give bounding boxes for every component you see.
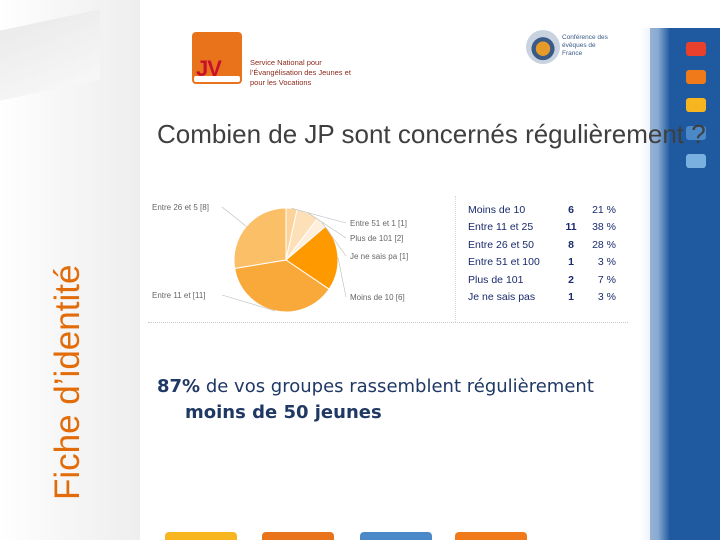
table-row: Entre 11 et 25 11 38 % [468,219,616,237]
chart-divider-vertical [455,196,456,322]
pie-slice-label: Entre 26 et 5 [8] [152,203,209,212]
table-row: Plus de 101 2 7 % [468,271,616,289]
count-cell: 6 [568,203,574,216]
pie-slice-label: Je ne sais pa [1] [350,252,408,261]
count-cell: 1 [568,291,574,304]
category-cell: Entre 26 et 50 [468,238,534,251]
count-cell: 11 [565,221,577,234]
right-decor-band [640,28,720,540]
slide-title: Combien de JP sont concernés régulièreme… [157,119,706,149]
percent-cell: 7 % [597,273,616,286]
category-cell: Plus de 101 [468,273,524,286]
percent-cell: 3 % [597,256,616,269]
jv-logo-caption: Service National pour l’Évangélisation d… [250,58,351,87]
category-cell: Moins de 10 [468,203,526,216]
percent-cell: 3 % [597,291,616,304]
pie-leader-line [291,208,347,224]
decor-tile [686,70,706,84]
pie-slice-label: Entre 51 et 1 [1] [350,219,407,228]
table-row: Je ne sais pas 1 3 % [468,289,616,307]
table-row: Entre 26 et 50 8 28 % [468,236,616,254]
pie-leader-line [221,294,275,312]
data-table: Moins de 10 6 21 % Entre 11 et 25 11 38 % Entr… [468,201,616,306]
pie-leader-line [221,206,247,227]
count-cell: 2 [568,273,574,286]
pie-slice-label: Entre 11 et [11] [152,291,206,300]
summary-text: de vos groupes rassemblent régulièrement [200,376,594,397]
pie-chart: Moins de 10 [6] Entre 11 et [11] Entre 26 … [152,203,408,313]
count-cell: 1 [568,256,574,269]
table-row: Moins de 10 6 21 % [468,201,616,219]
pie-leader-line [321,222,347,257]
summary-bullet: 87% de vos groupes rassemblent régulière… [157,374,594,426]
bottom-decor-bar [455,532,527,540]
decor-tile [686,154,706,168]
pie-slice [285,225,339,290]
chart-divider [148,322,628,323]
cef-logo [526,30,560,64]
side-title: Fiche d’identité [48,264,87,500]
summary-emphasis: moins de 50 jeunes [185,402,382,423]
jv-logo: JV [192,32,242,84]
pie-leader-line [337,257,347,298]
category-cell: Entre 11 et 25 [468,221,534,234]
left-decor-band [0,0,140,540]
table-row: Entre 51 et 100 1 3 % [468,254,616,272]
summary-percent: 87% [157,376,201,397]
bottom-decor-bar [165,532,237,540]
jv-logo-strip [194,76,240,82]
decor-tile [686,126,706,140]
pie-slice [233,207,287,269]
category-cell: Entre 51 et 100 [468,256,540,269]
percent-cell: 21 % [592,203,616,216]
decor-tile [686,42,706,56]
bottom-decor-bar [360,532,432,540]
pie-slice-label: Plus de 101 [2] [350,234,403,243]
percent-cell: 38 % [592,221,616,234]
count-cell: 8 [568,238,574,251]
bottom-decor-bar [262,532,334,540]
category-cell: Je ne sais pas [468,291,536,304]
decor-tile [686,98,706,112]
percent-cell: 28 % [592,238,616,251]
pie-leader-line [307,212,347,239]
cef-logo-caption: Conférence des évêques de France [562,34,608,57]
pie-slice-label: Moins de 10 [6] [350,293,405,302]
